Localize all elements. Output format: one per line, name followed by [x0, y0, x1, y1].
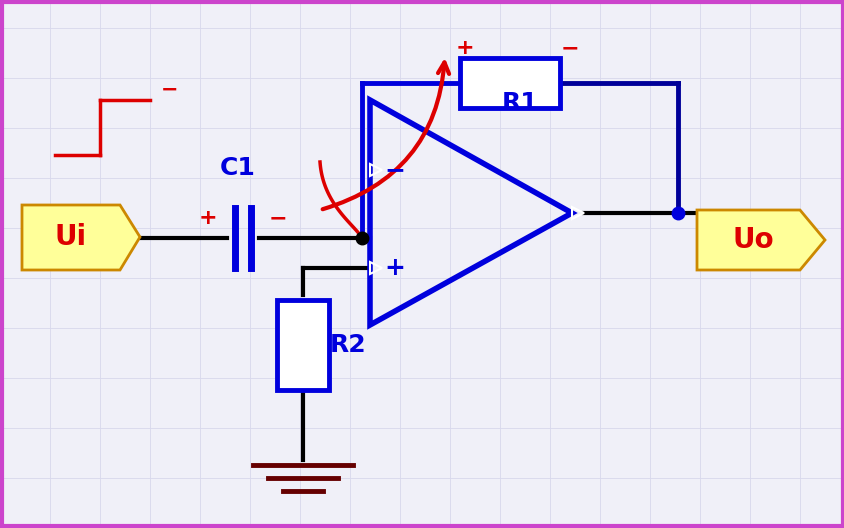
Text: −: −	[161, 80, 179, 100]
Text: Ui: Ui	[55, 223, 87, 251]
Polygon shape	[22, 205, 140, 270]
Text: +: +	[455, 38, 473, 58]
Text: −: −	[268, 208, 287, 228]
FancyArrowPatch shape	[322, 62, 448, 209]
Text: R1: R1	[501, 91, 538, 115]
Polygon shape	[696, 210, 824, 270]
Text: R2: R2	[329, 333, 366, 357]
Text: −: −	[384, 158, 405, 182]
Text: +: +	[198, 208, 217, 228]
FancyBboxPatch shape	[459, 58, 560, 108]
Text: +: +	[384, 256, 405, 280]
Text: Uo: Uo	[731, 226, 773, 254]
FancyBboxPatch shape	[277, 300, 328, 390]
Text: −: −	[560, 38, 579, 58]
Text: C1: C1	[219, 156, 256, 180]
